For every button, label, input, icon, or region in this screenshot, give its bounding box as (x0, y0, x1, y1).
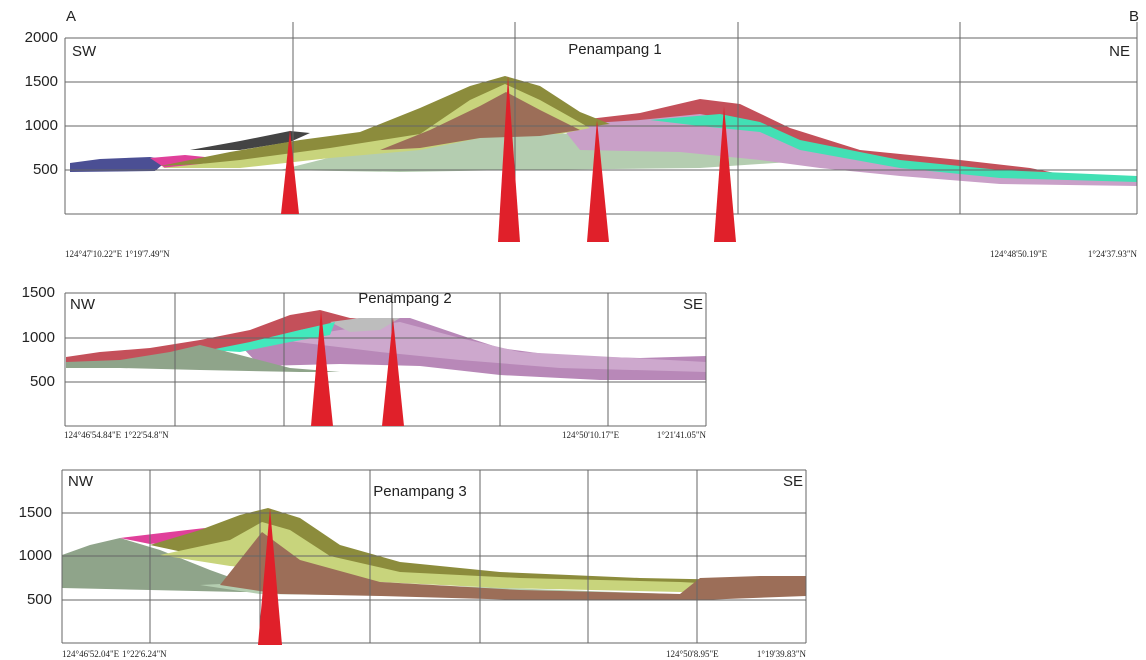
end-label: B (1129, 8, 1139, 25)
coordinate: 1°22'54.8"N (124, 430, 169, 440)
coordinate: 124°46'54.84"E (64, 430, 122, 440)
cross-sections: A B SW NE Penampang 1 2000 1500 1000 500… (0, 0, 1146, 660)
section-1: A B SW NE Penampang 1 2000 1500 1000 500… (25, 8, 1139, 259)
y-tick-label: 1500 (22, 284, 55, 301)
direction-label: NE (1109, 43, 1130, 60)
coordinate: 124°47'10.22"E (65, 249, 123, 259)
y-tick-label: 1000 (22, 329, 55, 346)
section-3: NW SE Penampang 3 1500 1000 500 124°46'5… (19, 470, 807, 659)
coordinate: 1°24'37.93"N (1088, 249, 1138, 259)
coordinate: 1°19'7.49"N (125, 249, 170, 259)
coordinate: 124°46'52.04"E (62, 649, 120, 659)
section-2: NW SE Penampang 2 1500 1000 500 124°46'5… (22, 284, 707, 440)
coordinate: 1°19'39.83"N (757, 649, 807, 659)
y-tick-label: 1500 (25, 73, 58, 90)
y-tick-label: 2000 (25, 29, 58, 46)
y-tick-label: 1000 (19, 547, 52, 564)
section-title: Penampang 1 (568, 41, 661, 58)
section-title: Penampang 3 (373, 483, 466, 500)
coordinate: 124°50'8.95"E (666, 649, 719, 659)
direction-label: NW (68, 473, 94, 490)
y-tick-label: 1000 (25, 117, 58, 134)
coordinate: 1°22'6.24"N (122, 649, 167, 659)
coordinate: 124°50'10.17"E (562, 430, 620, 440)
section-title: Penampang 2 (358, 290, 451, 307)
direction-label: NW (70, 296, 96, 313)
direction-label: SE (683, 296, 703, 313)
direction-label: SE (783, 473, 803, 490)
end-label: A (66, 8, 76, 25)
direction-label: SW (72, 43, 97, 60)
y-tick-label: 1500 (19, 504, 52, 521)
y-tick-label: 500 (27, 591, 52, 608)
y-tick-label: 500 (33, 161, 58, 178)
coordinate: 124°48'50.19"E (990, 249, 1048, 259)
y-tick-label: 500 (30, 373, 55, 390)
coordinate: 1°21'41.05"N (657, 430, 707, 440)
